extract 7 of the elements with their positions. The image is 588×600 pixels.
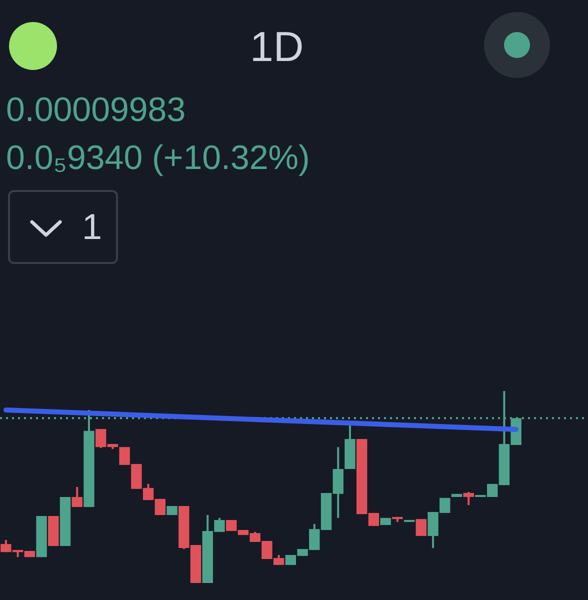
candlestick xyxy=(72,486,82,508)
candlestick xyxy=(416,518,427,537)
candlestick xyxy=(463,490,474,506)
chart-title: 1D xyxy=(250,22,304,72)
text: 0.00009983 xyxy=(6,90,186,130)
text: 1 xyxy=(82,206,102,248)
text: 0.0₅9340 (+10.32%) xyxy=(6,138,310,178)
